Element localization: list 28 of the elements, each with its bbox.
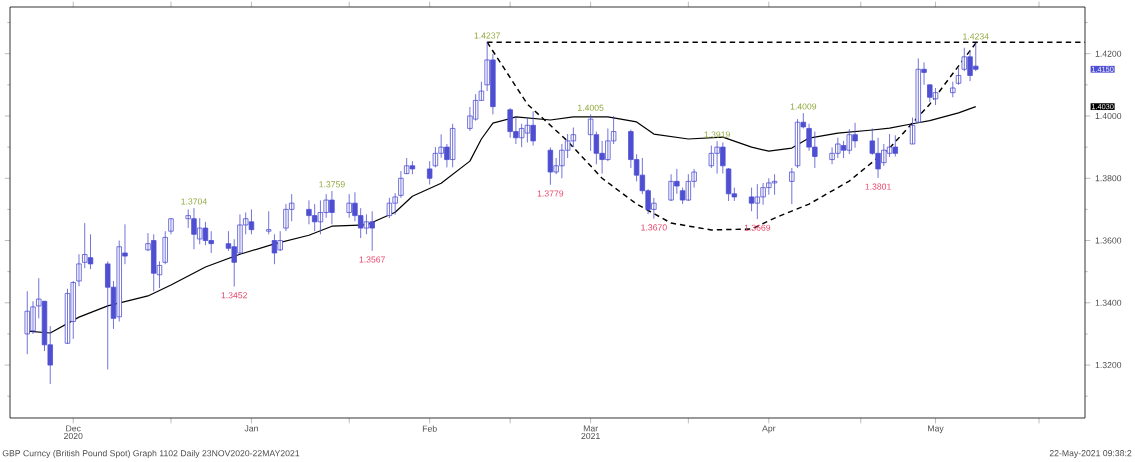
y-tick-label: 1.3400 bbox=[1095, 299, 1122, 306]
annotation: 1.3801 bbox=[865, 183, 891, 190]
x-tick-label: Mar bbox=[583, 425, 598, 432]
x-tick-label: Apr bbox=[762, 425, 776, 434]
y-tick-label: 1.3200 bbox=[1095, 362, 1122, 369]
x-tick-label: Dec bbox=[66, 425, 81, 432]
annotation: 1.3452 bbox=[221, 292, 248, 299]
annotation: 1.4237 bbox=[474, 32, 500, 39]
annotation: 1.3919 bbox=[704, 131, 730, 138]
y-tick-label: 1.4200 bbox=[1095, 50, 1122, 57]
x-tick-label: May bbox=[928, 425, 944, 434]
annotation: 1.4009 bbox=[790, 103, 817, 110]
y-tick-label: 1.4000 bbox=[1095, 112, 1122, 120]
text: GBP Curncy (British Pound Spot) Graph 1102 Daily 23NOV2020-22MAY2021 bbox=[2, 449, 300, 459]
annotation: 1.3670 bbox=[641, 224, 667, 231]
x-tick-label: Feb bbox=[422, 425, 437, 432]
annotation: 1.4234 bbox=[963, 33, 989, 40]
text: 2021 bbox=[581, 432, 600, 440]
text: 22-May-2021 09:38:2 bbox=[1049, 450, 1132, 458]
annotation: 1.3567 bbox=[359, 256, 385, 263]
annotation: 1.3759 bbox=[319, 181, 345, 188]
x-tick-label: Jan bbox=[244, 425, 258, 432]
y-tick-label: 1.3600 bbox=[1095, 237, 1122, 244]
annotation: 1.3779 bbox=[537, 190, 564, 197]
y-tick-label: 1.3800 bbox=[1095, 175, 1122, 182]
annotation: 1.4005 bbox=[578, 104, 604, 111]
text: 2020 bbox=[64, 432, 83, 440]
annotation: 1.3704 bbox=[181, 198, 207, 205]
